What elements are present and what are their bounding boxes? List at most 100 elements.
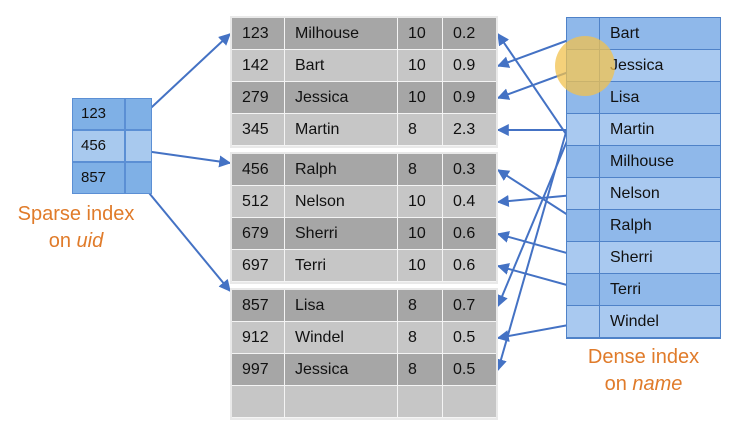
cell-uid: 697 <box>232 250 285 282</box>
dense-name-cell: Bart <box>600 18 720 50</box>
dense-name-cell: Martin <box>600 114 720 146</box>
cell-gpa: 0.5 <box>443 322 496 354</box>
table-row: 857 Lisa 8 0.7 <box>232 290 496 322</box>
sparse-pointer-cell <box>125 98 152 130</box>
cell-gpa: 0.2 <box>443 18 496 50</box>
sparse-arrow-block2 <box>137 149 232 168</box>
dense-index-row: Terri <box>567 274 720 306</box>
dense-name-cell: Ralph <box>600 210 720 242</box>
cell-name: Ralph <box>285 154 398 186</box>
dense-name-cell: Jessica <box>600 50 720 82</box>
cell-age: 8 <box>398 114 443 146</box>
cell-age: 10 <box>398 50 443 82</box>
cell-uid: 512 <box>232 186 285 218</box>
dense-name-cell: Lisa <box>600 82 720 114</box>
table-row: 345 Martin 8 2.3 <box>232 114 496 146</box>
dense-name-cell: Windel <box>600 306 720 338</box>
dense-index-row: Ralph <box>567 210 720 242</box>
cell-name: Windel <box>285 322 398 354</box>
dense-index-row: Windel <box>567 306 720 338</box>
cell-uid: 679 <box>232 218 285 250</box>
dense-pointer-cell <box>567 114 600 146</box>
dense-index-row: Martin <box>567 114 720 146</box>
cell-name: Milhouse <box>285 18 398 50</box>
dense-name-cell: Milhouse <box>600 146 720 178</box>
cell-name: Martin <box>285 114 398 146</box>
sparse-caption-line2: on uid <box>2 228 150 255</box>
cell-uid: 456 <box>232 154 285 186</box>
cell-gpa: 0.7 <box>443 290 496 322</box>
table-row: 912 Windel 8 0.5 <box>232 322 496 354</box>
cell-age: 8 <box>398 154 443 186</box>
cell-age <box>398 386 443 418</box>
dense-caption-prefix: on <box>604 373 633 395</box>
sparse-caption-field: uid <box>76 230 104 252</box>
cell-age: 8 <box>398 354 443 386</box>
dense-pointer-cell <box>567 274 600 306</box>
dense-pointer-cell <box>567 242 600 274</box>
cell-name: Sherri <box>285 218 398 250</box>
cell-age: 10 <box>398 18 443 50</box>
cell-uid: 912 <box>232 322 285 354</box>
cell-age: 10 <box>398 82 443 114</box>
cell-uid: 997 <box>232 354 285 386</box>
sparse-pointer-cell <box>125 162 152 194</box>
sparse-caption-prefix: on <box>48 230 77 252</box>
cell-gpa: 0.6 <box>443 218 496 250</box>
cell-gpa: 0.6 <box>443 250 496 282</box>
dense-index-row: Milhouse <box>567 146 720 178</box>
cell-gpa <box>443 386 496 418</box>
sparse-index-caption: Sparse index on uid <box>2 201 150 255</box>
cell-gpa: 0.3 <box>443 154 496 186</box>
table-row: 512 Nelson 10 0.4 <box>232 186 496 218</box>
sparse-arrow-block3 <box>139 181 231 292</box>
dense-pointer-cell <box>567 146 600 178</box>
cursor-highlight <box>555 36 615 96</box>
cell-gpa: 0.5 <box>443 354 496 386</box>
cell-uid: 279 <box>232 82 285 114</box>
cell-name: Jessica <box>285 354 398 386</box>
dense-index-row: Sherri <box>567 242 720 274</box>
dense-pointer-cell <box>567 210 600 242</box>
cell-name <box>285 386 398 418</box>
sparse-key-cell: 857 <box>72 162 125 194</box>
cell-age: 8 <box>398 290 443 322</box>
cell-gpa: 0.4 <box>443 186 496 218</box>
dense-pointer-cell <box>567 82 600 114</box>
dense-name-cell: Nelson <box>600 178 720 210</box>
dense-pointer-cell <box>567 306 600 338</box>
cell-uid <box>232 386 285 418</box>
cell-name: Bart <box>285 50 398 82</box>
cell-age: 8 <box>398 322 443 354</box>
cell-gpa: 0.9 <box>443 50 496 82</box>
dense-name-cell: Terri <box>600 274 720 306</box>
cell-uid: 123 <box>232 18 285 50</box>
cell-age: 10 <box>398 186 443 218</box>
cell-name: Terri <box>285 250 398 282</box>
cell-name: Lisa <box>285 290 398 322</box>
dense-index-row: Nelson <box>567 178 720 210</box>
cell-uid: 857 <box>232 290 285 322</box>
cell-name: Jessica <box>285 82 398 114</box>
table-row: 123 Milhouse 10 0.2 <box>232 18 496 50</box>
dense-index-caption: Dense index on name <box>567 344 720 398</box>
dense-index-frame <box>566 17 721 339</box>
dense-pointer-cell <box>567 178 600 210</box>
cell-gpa: 2.3 <box>443 114 496 146</box>
sparse-key-cell: 456 <box>72 130 125 162</box>
sparse-arrow-block1 <box>137 33 231 121</box>
dense-caption-line2: on name <box>567 371 720 398</box>
dense-index-row: Bart <box>567 18 720 50</box>
cell-uid: 142 <box>232 50 285 82</box>
sparse-pointer-cell <box>125 130 152 162</box>
sparse-key-cell: 123 <box>72 98 125 130</box>
cell-age: 10 <box>398 250 443 282</box>
table-row: 456 Ralph 8 0.3 <box>232 154 496 186</box>
cell-age: 10 <box>398 218 443 250</box>
table-row: 997 Jessica 8 0.5 <box>232 354 496 386</box>
table-row <box>232 386 496 418</box>
dense-caption-field: name <box>632 373 683 395</box>
cell-uid: 345 <box>232 114 285 146</box>
sparse-caption-line1: Sparse index <box>17 203 135 225</box>
table-row: 279 Jessica 10 0.9 <box>232 82 496 114</box>
